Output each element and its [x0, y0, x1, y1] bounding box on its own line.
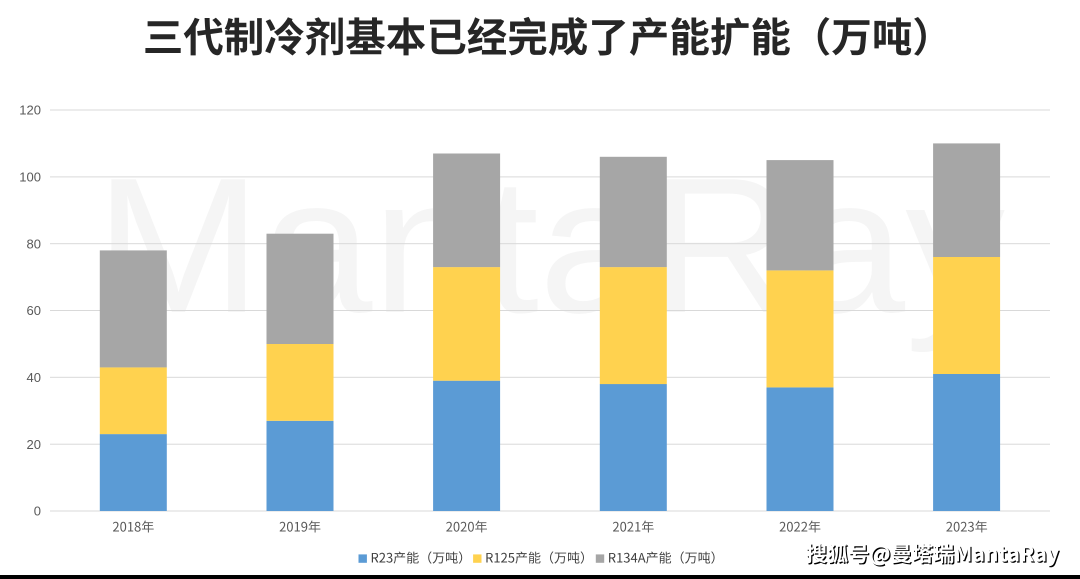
svg-text:100: 100	[19, 170, 41, 185]
svg-text:20: 20	[27, 437, 41, 452]
svg-text:60: 60	[27, 303, 41, 318]
svg-text:40: 40	[27, 370, 41, 385]
svg-text:0: 0	[34, 504, 41, 519]
svg-text:MantaRay: MantaRay	[95, 137, 1006, 353]
svg-text:80: 80	[27, 236, 41, 251]
svg-text:120: 120	[19, 103, 41, 118]
